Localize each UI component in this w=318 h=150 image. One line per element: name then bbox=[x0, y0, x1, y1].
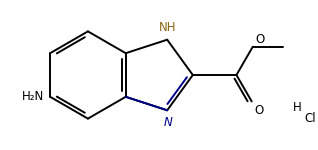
Text: H₂N: H₂N bbox=[22, 90, 45, 103]
Text: H: H bbox=[293, 101, 302, 114]
Text: Cl: Cl bbox=[305, 112, 316, 125]
Text: O: O bbox=[254, 104, 263, 117]
Text: O: O bbox=[255, 33, 264, 46]
Text: NH: NH bbox=[158, 21, 176, 34]
Text: N: N bbox=[164, 116, 172, 129]
